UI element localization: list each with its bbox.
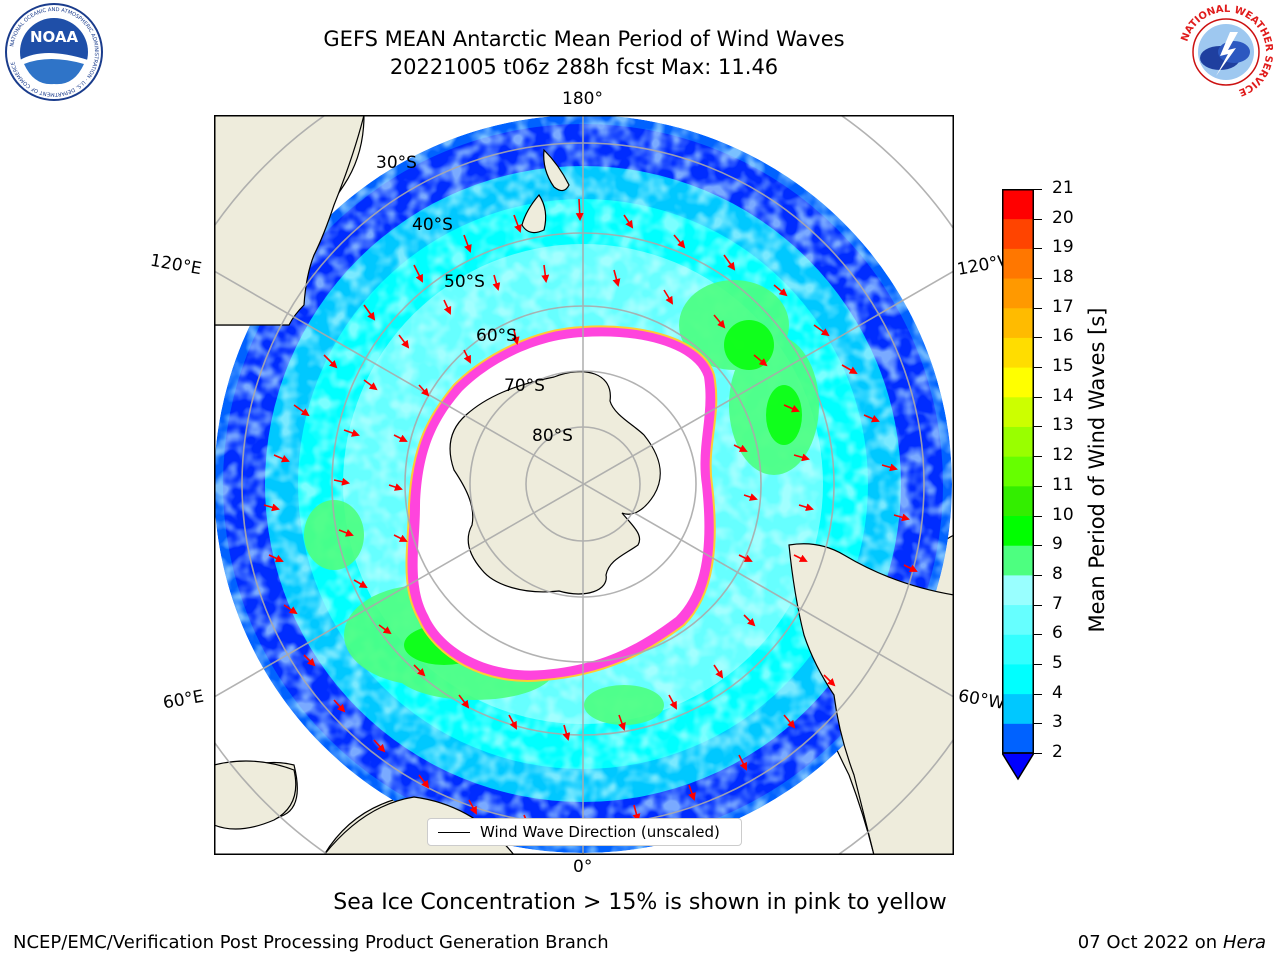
- colorbar-tick-label: 14: [1052, 385, 1074, 406]
- map-title: GEFS MEAN Antarctic Mean Period of Wind …: [323, 27, 845, 51]
- colorbar-tick: [1034, 367, 1042, 369]
- colorbar-tick: [1034, 723, 1042, 725]
- colorbar-tick: [1034, 574, 1042, 576]
- nws-logo: NATIONAL WEATHER SERVICE: [1176, 2, 1276, 102]
- colorbar-tick: [1034, 604, 1042, 606]
- colorbar-tick: [1034, 545, 1042, 547]
- colorbar-tick: [1034, 753, 1042, 754]
- colorbar-segment: [1002, 396, 1034, 427]
- credit-line: NCEP/EMC/Verification Post Processing Pr…: [13, 932, 609, 953]
- colorbar-tick: [1034, 485, 1042, 487]
- colorbar: [1000, 189, 1036, 781]
- colorbar-tick: [1034, 663, 1042, 665]
- map-subtitle: 20221005 t06z 288h fcst Max: 11.46: [389, 55, 779, 79]
- colorbar-tick: [1034, 396, 1042, 398]
- colorbar-segment: [1002, 634, 1034, 665]
- lon-label-60e: 60°E: [161, 686, 206, 714]
- colorbar-tick-label: 21: [1052, 178, 1074, 198]
- date-host: Hera: [1222, 932, 1266, 953]
- date-line: 07 Oct 2022 on Hera: [1078, 932, 1266, 953]
- colorbar-tick-label: 13: [1052, 415, 1074, 436]
- colorbar-tick: [1034, 456, 1042, 458]
- colorbar-label: Mean Period of Wind Waves [s]: [1085, 307, 1109, 633]
- colorbar-tick-label: 16: [1052, 326, 1074, 347]
- colorbar-tick-label: 11: [1052, 474, 1074, 495]
- colorbar-segment: [1002, 545, 1034, 576]
- colorbar-tick: [1034, 189, 1042, 190]
- colorbar-tick-label: 10: [1052, 504, 1074, 525]
- lon-label-60w: 60°W: [956, 686, 1007, 714]
- colorbar-tick-label: 6: [1052, 623, 1063, 644]
- colorbar-segment: [1002, 248, 1034, 279]
- lon-label-180: 180°: [562, 89, 603, 109]
- colorbar-tick: [1034, 307, 1042, 309]
- colorbar-segment: [1002, 693, 1034, 724]
- colorbar-tick-label: 19: [1052, 237, 1074, 258]
- colorbar-tick: [1034, 337, 1042, 339]
- colorbar-segment: [1002, 663, 1034, 695]
- colorbar-tick-label: 20: [1052, 207, 1074, 228]
- colorbar-segment: [1002, 426, 1034, 457]
- colorbar-tick-label: 17: [1052, 296, 1074, 317]
- colorbar-segment: [1002, 278, 1034, 309]
- colorbar-tick-label: 15: [1052, 356, 1074, 377]
- colorbar-segment: [1002, 723, 1034, 754]
- colorbar-segment: [1002, 604, 1034, 635]
- colorbar-segment: [1002, 367, 1034, 398]
- continents: [214, 115, 954, 855]
- lat-label-50s: 50°S: [444, 272, 485, 292]
- map-legend: Wind Wave Direction (unscaled): [427, 818, 742, 846]
- noaa-logo: NOAA NATIONAL OCEANIC AND ATMOSPHERIC AD…: [4, 2, 104, 102]
- colorbar-segment: [1002, 485, 1034, 517]
- colorbar-tick-label: 9: [1052, 534, 1063, 555]
- colorbar-segment: [1002, 574, 1034, 606]
- colorbar-under-triangle: [1000, 752, 1036, 781]
- colorbar-svg: [1000, 189, 1036, 781]
- colorbar-segment: [1002, 456, 1034, 487]
- lat-label-80s: 80°S: [532, 426, 573, 446]
- legend-label: Wind Wave Direction (unscaled): [480, 823, 720, 841]
- polar-map-svg: 30°S 40°S 50°S 60°S 70°S 80°S: [214, 115, 954, 855]
- date-text: 07 Oct 2022 on: [1077, 932, 1223, 953]
- lon-label-120e: 120°E: [148, 250, 204, 280]
- colorbar-tick-label: 18: [1052, 267, 1074, 288]
- sea-ice-footnote: Sea Ice Concentration > 15% is shown in …: [333, 890, 947, 915]
- wind-wave-arrows: [263, 198, 918, 837]
- legend-line-sample: [438, 831, 470, 833]
- lat-label-60s: 60°S: [476, 326, 517, 346]
- lat-label-40s: 40°S: [412, 215, 453, 235]
- colorbar-tick: [1034, 515, 1042, 517]
- colorbar-segment: [1002, 515, 1034, 546]
- colorbar-tick: [1034, 634, 1042, 636]
- colorbar-tick-label: 2: [1052, 742, 1063, 762]
- lat-label-30s: 30°S: [376, 153, 417, 173]
- colorbar-tick: [1034, 278, 1042, 280]
- colorbar-tick-label: 12: [1052, 445, 1074, 466]
- colorbar-tick: [1034, 426, 1042, 428]
- colorbar-tick-label: 3: [1052, 712, 1063, 733]
- colorbar-segment: [1002, 337, 1034, 368]
- colorbar-tick-label: 8: [1052, 563, 1063, 584]
- polar-map: 30°S 40°S 50°S 60°S 70°S 80°S: [214, 115, 954, 855]
- noaa-logo-text: NOAA: [30, 28, 79, 46]
- lat-label-70s: 70°S: [504, 376, 545, 396]
- colorbar-tick: [1034, 248, 1042, 250]
- colorbar-outline: [1002, 189, 1034, 754]
- colorbar-tick-label: 5: [1052, 652, 1063, 673]
- colorbar-tick: [1034, 218, 1042, 220]
- antarctica-landmass: [449, 371, 661, 595]
- colorbar-tick: [1034, 693, 1042, 695]
- colorbar-segment: [1002, 189, 1034, 220]
- lon-label-0: 0°: [573, 857, 593, 877]
- colorbar-tick-label: 7: [1052, 593, 1063, 614]
- colorbar-segment: [1002, 307, 1034, 338]
- colorbar-segment: [1002, 218, 1034, 249]
- colorbar-tick-label: 4: [1052, 682, 1063, 703]
